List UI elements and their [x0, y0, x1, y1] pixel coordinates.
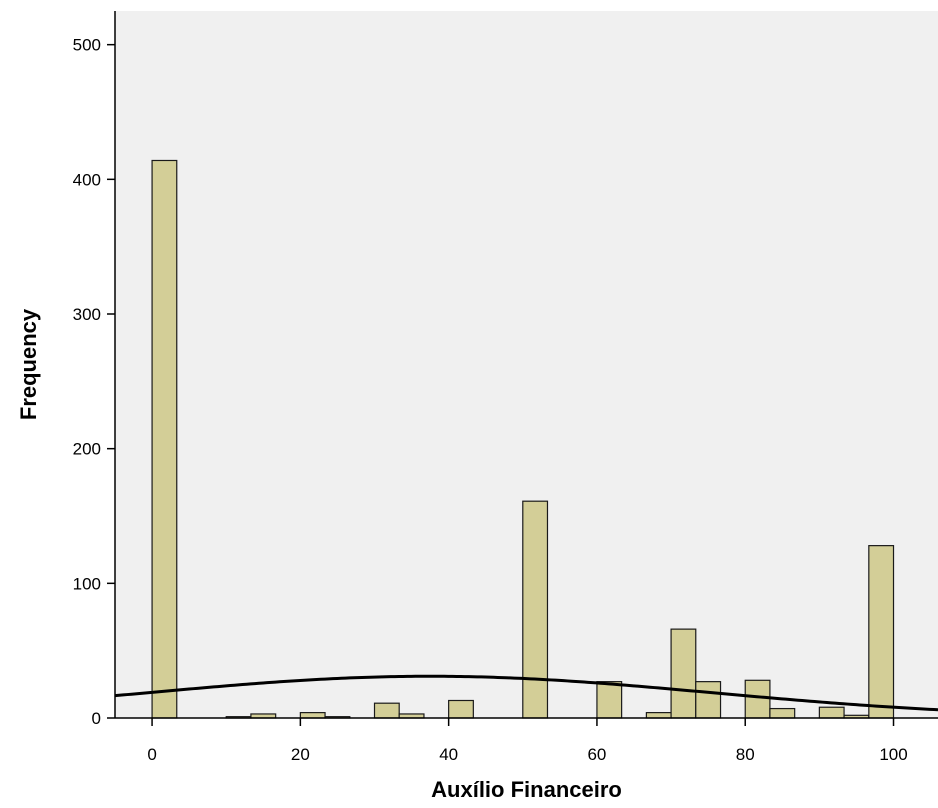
x-tick-label: 60 — [587, 745, 606, 764]
x-tick-label: 40 — [439, 745, 458, 764]
y-axis-title: Frequency — [16, 308, 41, 420]
y-tick-label: 300 — [73, 305, 101, 324]
histogram-bar — [448, 699, 474, 719]
y-tick-label: 100 — [73, 574, 101, 593]
y-tick-label: 400 — [73, 170, 101, 189]
y-tick-label: 0 — [92, 709, 101, 728]
axes-group: 0 100 200 300 400 500 0 20 40 60 80 100 — [73, 11, 938, 764]
histogram-bar — [670, 628, 697, 719]
x-tick-label: 80 — [736, 745, 755, 764]
bars-group — [151, 159, 895, 719]
histogram-bar — [299, 712, 326, 719]
histogram-bar — [744, 679, 771, 719]
normal-curve — [114, 674, 938, 712]
histogram-bar — [151, 159, 178, 719]
histogram-bar — [868, 545, 895, 719]
y-tick-label: 500 — [73, 36, 101, 55]
histogram-bar — [645, 712, 672, 719]
x-tick-label: 100 — [879, 745, 907, 764]
histogram-bar — [695, 681, 722, 719]
histogram-bar — [818, 706, 845, 719]
histogram-bar — [769, 707, 796, 719]
histogram-bar — [522, 500, 549, 719]
histogram-bar — [373, 702, 400, 719]
y-tick-label: 200 — [73, 440, 101, 459]
x-axis-title: Auxílio Financeiro — [431, 777, 622, 802]
x-tick-label: 20 — [291, 745, 310, 764]
histogram-bar — [596, 681, 623, 719]
x-tick-label: 0 — [147, 745, 156, 764]
